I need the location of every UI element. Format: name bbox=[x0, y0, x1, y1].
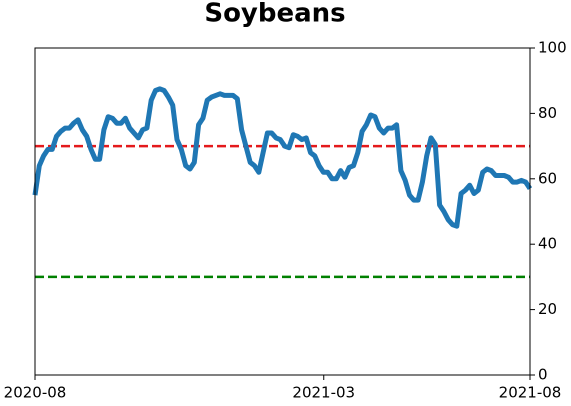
y-tick-label: 20 bbox=[538, 300, 557, 318]
y-tick-label: 80 bbox=[538, 104, 557, 122]
y-tick-label: 40 bbox=[538, 235, 557, 253]
y-tick-label: 0 bbox=[538, 366, 548, 384]
plot-frame bbox=[34, 47, 531, 376]
y-tick-label: 60 bbox=[538, 169, 557, 187]
data-line bbox=[32, 86, 533, 229]
y-tick-label: 100 bbox=[538, 39, 567, 57]
x-tick-label: 2021-08 bbox=[499, 384, 562, 402]
x-tick-label: 2021-03 bbox=[292, 384, 355, 402]
x-tick-label: 2020-08 bbox=[4, 384, 67, 402]
chart-title: Soybeans bbox=[204, 0, 345, 29]
